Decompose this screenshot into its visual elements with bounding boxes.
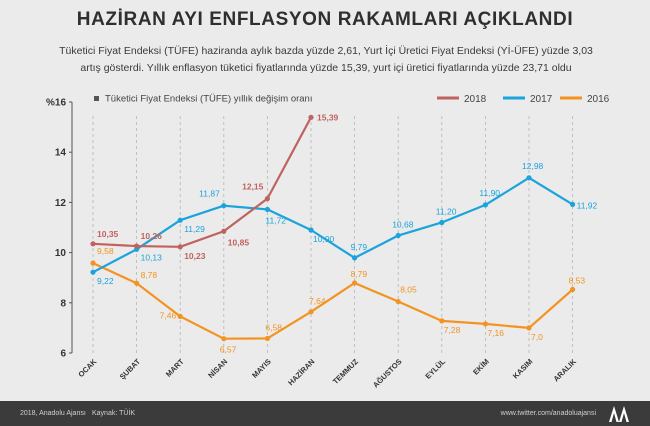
data-point — [395, 298, 401, 305]
data-label: 10,90 — [313, 234, 335, 244]
data-label: 7,16 — [487, 328, 504, 338]
data-point — [570, 201, 576, 208]
data-point — [308, 227, 314, 233]
data-point — [134, 243, 140, 249]
x-tick-label: KASIM — [511, 357, 534, 380]
data-label: 12,15 — [242, 182, 264, 192]
data-label: 8,53 — [569, 275, 586, 285]
y-tick-label: 8 — [60, 298, 66, 309]
data-point — [352, 280, 358, 286]
x-tick-label: MAYIS — [250, 357, 273, 380]
x-tick-label: MART — [164, 357, 186, 379]
data-label: 6,58 — [265, 322, 282, 332]
data-point — [526, 175, 532, 181]
data-point — [221, 336, 227, 342]
legend-label: 2018 — [464, 94, 487, 105]
data-point — [308, 309, 314, 315]
twitter-link[interactable]: www.twitter.com/anadoluajansi — [500, 410, 596, 417]
y-tick-label: %16 — [46, 98, 66, 109]
data-label: 10,68 — [392, 220, 414, 230]
x-tick-label: OCAK — [76, 357, 98, 379]
data-point — [570, 286, 576, 293]
data-point — [90, 260, 96, 266]
data-point — [177, 217, 183, 223]
data-point — [352, 255, 358, 261]
x-tick-label: NİSAN — [206, 357, 229, 380]
data-point — [264, 335, 270, 342]
data-label: 8,78 — [141, 270, 158, 280]
legend-note: Tüketici Fiyat Endeksi (TÜFE) yıllık değ… — [105, 94, 312, 105]
data-point — [264, 206, 270, 213]
data-label: 11,87 — [199, 189, 220, 199]
data-label: 15,39 — [317, 112, 339, 122]
data-label: 9,79 — [351, 242, 368, 252]
chart-title: HAZİRAN AYI ENFLASYON RAKAMLARI AÇIKLAND… — [76, 9, 574, 30]
data-label: 11,92 — [577, 200, 598, 210]
data-point — [308, 114, 314, 120]
data-label: 11,90 — [479, 188, 500, 198]
x-tick-label: AĞUSTOS — [371, 357, 403, 389]
data-label: 7,46 — [160, 310, 177, 320]
x-tick-label: TEMMUZ — [331, 357, 360, 386]
data-point — [177, 313, 183, 319]
data-point — [90, 269, 96, 275]
data-point — [439, 318, 445, 324]
data-label: 9,22 — [97, 276, 114, 286]
data-label: 7,0 — [531, 332, 543, 342]
legend-note-marker — [94, 96, 99, 101]
data-label: 10,26 — [141, 231, 163, 241]
data-label: 12,98 — [522, 161, 544, 171]
series-line-2018 — [92, 116, 312, 248]
chart-subtitle: Tüketici Fiyat Endeksi (TÜFE) haziranda … — [59, 45, 593, 74]
data-point — [526, 325, 532, 331]
y-tick-label: 6 — [60, 349, 66, 360]
data-label: 10,13 — [141, 252, 163, 262]
data-label: 11,72 — [265, 215, 286, 225]
x-tick-label: HAZİRAN — [286, 357, 316, 387]
series-line-2016 — [92, 262, 574, 340]
data-label: 7,64 — [309, 296, 326, 306]
data-point — [482, 321, 488, 327]
y-tick-label: 14 — [55, 148, 67, 159]
x-tick-label: ARALIK — [552, 357, 579, 384]
data-label: 10,85 — [228, 237, 250, 247]
data-point — [482, 202, 488, 208]
data-label: 11,20 — [436, 206, 457, 216]
source-text: Kaynak: TÜİK — [92, 410, 136, 417]
data-label: 10,23 — [184, 251, 206, 261]
x-tick-label: EYLÜL — [423, 357, 447, 381]
data-point — [177, 244, 183, 250]
data-point — [264, 196, 270, 202]
x-tick-label: EKİM — [471, 357, 491, 377]
data-label: 7,28 — [444, 325, 461, 335]
legend-label: 2016 — [587, 94, 610, 105]
data-point — [221, 203, 227, 209]
data-label: 9,58 — [97, 246, 114, 256]
anadolu-logo-icon — [609, 406, 629, 422]
y-tick-label: 12 — [55, 198, 67, 209]
data-label: 11,29 — [184, 224, 205, 234]
y-tick-label: 10 — [55, 248, 67, 259]
legend-label: 2017 — [530, 94, 553, 105]
data-point — [439, 219, 445, 226]
data-point — [90, 241, 96, 247]
footer-bar: 2018, Anadolu Ajansı Kaynak: TÜİK www.tw… — [0, 401, 650, 426]
data-point — [134, 280, 140, 286]
x-tick-label: ŞUBAT — [118, 357, 143, 382]
data-label: 8,79 — [351, 269, 368, 279]
copyright-text: 2018, Anadolu Ajansı — [20, 410, 86, 417]
data-point — [395, 232, 401, 239]
data-label: 8,05 — [400, 285, 417, 295]
data-point — [221, 228, 227, 234]
series-line-2017 — [92, 176, 574, 274]
data-label: 6,57 — [220, 345, 237, 355]
data-label: 10,35 — [97, 229, 119, 239]
